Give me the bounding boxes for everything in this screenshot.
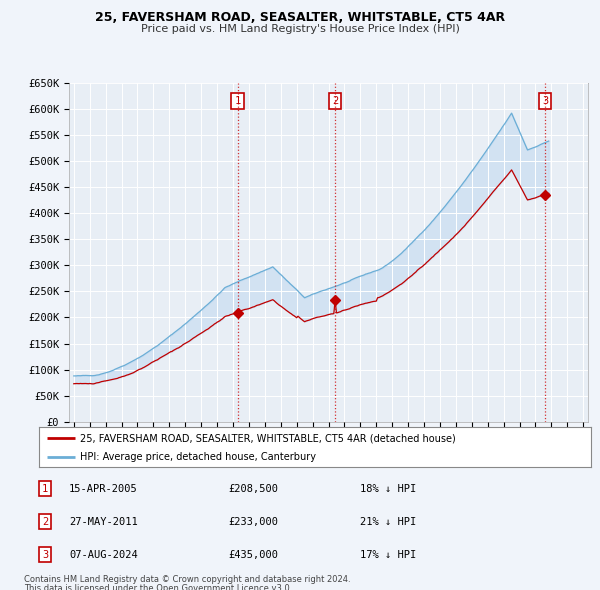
Text: 3: 3 <box>42 550 48 559</box>
Text: HPI: Average price, detached house, Canterbury: HPI: Average price, detached house, Cant… <box>80 453 316 462</box>
Text: 25, FAVERSHAM ROAD, SEASALTER, WHITSTABLE, CT5 4AR (detached house): 25, FAVERSHAM ROAD, SEASALTER, WHITSTABL… <box>80 434 456 444</box>
Text: This data is licensed under the Open Government Licence v3.0.: This data is licensed under the Open Gov… <box>24 584 292 590</box>
Text: Contains HM Land Registry data © Crown copyright and database right 2024.: Contains HM Land Registry data © Crown c… <box>24 575 350 584</box>
Text: 1: 1 <box>235 96 241 106</box>
Text: 27-MAY-2011: 27-MAY-2011 <box>69 517 138 526</box>
Text: 25, FAVERSHAM ROAD, SEASALTER, WHITSTABLE, CT5 4AR: 25, FAVERSHAM ROAD, SEASALTER, WHITSTABL… <box>95 11 505 24</box>
Text: 18% ↓ HPI: 18% ↓ HPI <box>360 484 416 493</box>
Text: 17% ↓ HPI: 17% ↓ HPI <box>360 550 416 559</box>
Text: £233,000: £233,000 <box>228 517 278 526</box>
Text: £208,500: £208,500 <box>228 484 278 493</box>
Text: 07-AUG-2024: 07-AUG-2024 <box>69 550 138 559</box>
Text: 2: 2 <box>42 517 48 526</box>
Text: £435,000: £435,000 <box>228 550 278 559</box>
Text: 1: 1 <box>42 484 48 493</box>
Text: 21% ↓ HPI: 21% ↓ HPI <box>360 517 416 526</box>
Text: 15-APR-2005: 15-APR-2005 <box>69 484 138 493</box>
Text: 3: 3 <box>542 96 548 106</box>
Text: 2: 2 <box>332 96 338 106</box>
Text: Price paid vs. HM Land Registry's House Price Index (HPI): Price paid vs. HM Land Registry's House … <box>140 24 460 34</box>
